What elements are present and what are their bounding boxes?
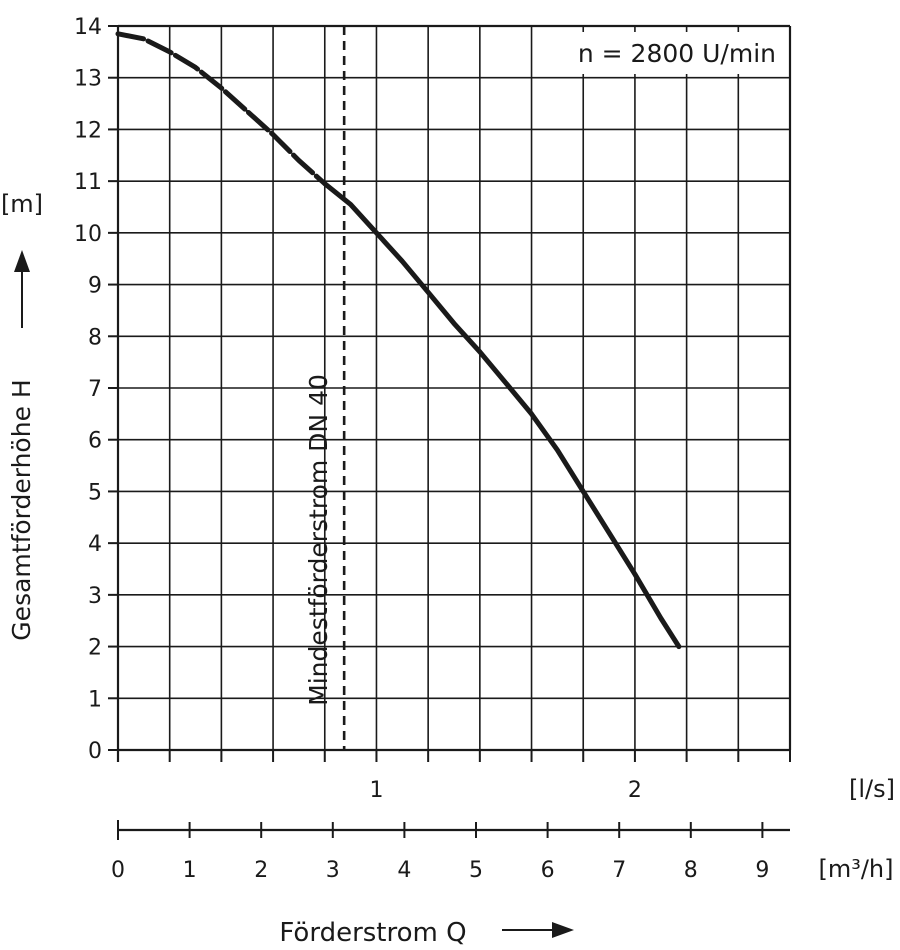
grid — [118, 26, 791, 750]
curve-group — [115, 26, 682, 750]
x-tick-label-ls: 2 — [628, 778, 642, 803]
x-tick-label-m3h: 8 — [684, 858, 698, 883]
y-tick-label: 8 — [88, 325, 102, 350]
x-tick-label-m3h: 3 — [326, 858, 340, 883]
annotation-box — [548, 32, 786, 74]
curve-point — [168, 50, 172, 54]
curve-point — [581, 489, 585, 493]
y-tick-label: 10 — [74, 222, 102, 247]
curve-point — [297, 158, 301, 162]
y-tick-label: 4 — [88, 532, 102, 557]
y-tick-label: 14 — [74, 15, 102, 40]
x-axis-title: Förderstrom Q — [279, 918, 466, 948]
curve-point — [219, 86, 223, 90]
y-tick-label: 5 — [88, 480, 102, 505]
y-tick-label: 6 — [88, 429, 102, 454]
curve-point — [633, 572, 637, 576]
plot-frame — [116, 24, 792, 762]
y-tick-label: 0 — [88, 739, 102, 764]
curve-point — [659, 616, 663, 620]
curve-point — [677, 645, 681, 649]
y-tick-label: 1 — [88, 687, 102, 712]
x-arrow-icon — [502, 922, 574, 938]
curve-point — [555, 448, 559, 452]
y-tick-label: 9 — [88, 274, 102, 299]
x-tick-label-m3h: 0 — [111, 858, 125, 883]
y-tick-label: 2 — [88, 636, 102, 661]
curve-solid — [322, 181, 682, 650]
min-flow-label: Mindestförderstrom DN 40 — [304, 374, 333, 706]
curve-point — [478, 350, 482, 354]
curve-point — [116, 32, 120, 36]
x-tick-label-m3h: 6 — [541, 858, 555, 883]
curve-point — [504, 381, 508, 385]
curve-point — [374, 231, 378, 235]
curve-point — [271, 133, 275, 137]
curve-point — [426, 290, 430, 294]
x-tick-label-m3h: 9 — [755, 858, 769, 883]
curve-point — [452, 321, 456, 325]
x-tick-label-m3h: 5 — [469, 858, 483, 883]
curve-point — [245, 109, 249, 113]
y-unit-label: [m] — [1, 190, 43, 218]
curve-point — [142, 37, 146, 41]
x-tick-label-ls: 1 — [369, 778, 383, 803]
x-tick-label-m3h: 2 — [254, 858, 268, 883]
speed-annotation: n = 2800 U/min — [578, 39, 776, 68]
y-tick-label: 11 — [74, 170, 102, 195]
x-axis-m3h: 0 1 2 3 4 5 6 7 8 9 — [111, 820, 790, 883]
curve-point — [400, 259, 404, 263]
y-tick-label: 7 — [88, 377, 102, 402]
y-tick-label: 12 — [74, 118, 102, 143]
curve-point — [349, 202, 353, 206]
x-unit-m3h: [m³/h] — [818, 855, 893, 883]
x-tick-label-m3h: 7 — [612, 858, 626, 883]
curve-point — [194, 65, 198, 69]
y-tick-label: 13 — [74, 67, 102, 92]
x-unit-ls: [l/s] — [849, 775, 895, 803]
y-axis-title: Gesamtförderhöhe H — [7, 379, 36, 640]
curve-point — [323, 182, 327, 186]
x-tick-label-m3h: 4 — [397, 858, 411, 883]
y-arrow-icon — [14, 250, 30, 328]
x-tick-label-m3h: 1 — [183, 858, 197, 883]
y-tick-label: 3 — [88, 584, 102, 609]
curve-point — [607, 531, 611, 535]
curve-point — [530, 412, 534, 416]
